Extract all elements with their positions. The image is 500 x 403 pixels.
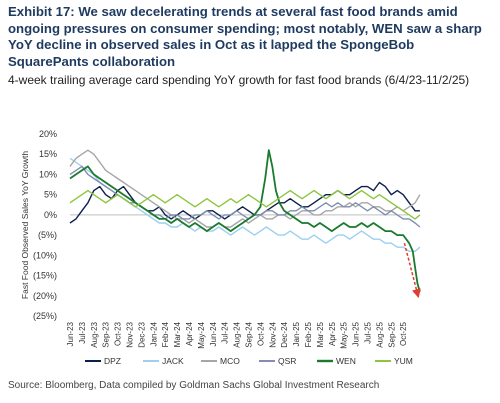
x-tick-label: Jun-25 — [352, 321, 361, 346]
legend-label: WEN — [336, 356, 356, 366]
annotation-arrow-line — [403, 243, 421, 299]
y-tick-label: (15%) — [33, 271, 57, 281]
y-tick-label: 10% — [39, 169, 57, 179]
legend-label: YUM — [394, 356, 413, 366]
x-tick-label: Nov-24 — [268, 321, 277, 347]
legend: DPZ JACK MCO QSR WEN YUM — [85, 356, 413, 366]
y-tick-label: 5% — [44, 190, 57, 200]
series-lines — [69, 149, 421, 292]
x-tick-label: Jun-23 — [66, 321, 75, 346]
x-tick-label: Nov-23 — [126, 321, 135, 347]
x-tick-label: Dec-23 — [137, 321, 146, 347]
legend-label: MCO — [220, 356, 240, 366]
x-tick-label: Sep-25 — [387, 321, 396, 347]
y-tick-label: 15% — [39, 149, 57, 159]
legend-label: DPZ — [104, 356, 121, 366]
x-tick-label: Oct-23 — [114, 321, 123, 346]
y-tick-labels: 20% 15% 10% 5% 0% (5%) (10%) (15%) (20%) (25%) — [33, 129, 57, 321]
x-tick-label: Feb-25 — [304, 321, 313, 347]
y-axis-label: Fast Food Observed Sales YoY Growth — [20, 151, 30, 299]
x-tick-label: Apr-24 — [185, 321, 194, 346]
x-tick-label: Aug-24 — [233, 321, 242, 347]
legend-label: QSR — [278, 356, 296, 366]
x-tick-label: May-25 — [340, 321, 349, 348]
x-tick-label: Oct-24 — [256, 321, 265, 346]
x-tick-label: Mar-24 — [173, 321, 182, 347]
x-tick-label: Apr-25 — [328, 321, 337, 346]
x-tick-label: Jul-23 — [78, 321, 87, 343]
x-tick-label: Jun-24 — [209, 321, 218, 346]
series-line-mco — [69, 149, 421, 228]
x-tick-label: Dec-24 — [280, 321, 289, 347]
x-tick-label: Jan-25 — [292, 321, 301, 346]
x-tick-label: Jul-25 — [364, 321, 373, 343]
y-tick-label: (5%) — [38, 230, 57, 240]
x-tick-label: Mar-25 — [316, 321, 325, 347]
x-tick-label: Jan-24 — [149, 321, 158, 346]
x-tick-label: Jul-24 — [221, 321, 230, 343]
source-note: Source: Bloomberg, Data compiled by Gold… — [8, 380, 380, 391]
legend-label: JACK — [162, 356, 184, 366]
y-tick-label: (10%) — [33, 250, 57, 260]
x-tick-label: Oct-25 — [399, 321, 408, 346]
x-tick-label: Sep-24 — [245, 321, 254, 347]
x-tick-label: Aug-23 — [90, 321, 99, 347]
x-tick-labels: Jun-23 Jul-23 Aug-23 Sep-23 Oct-23 Nov-23 Dec-… — [66, 321, 408, 348]
series-line-yum — [69, 189, 421, 220]
y-tick-label: (20%) — [33, 291, 57, 301]
x-tick-label: Aug-25 — [375, 321, 384, 347]
annotation-arrow — [403, 243, 421, 299]
y-tick-label: 20% — [39, 129, 57, 139]
y-tick-label: 0% — [44, 210, 57, 220]
series-line-jack — [69, 157, 421, 252]
chart-subtitle: 4-week trailing average card spending Yo… — [8, 73, 470, 87]
series-line-dpz — [69, 181, 420, 224]
y-tick-label: (25%) — [33, 311, 57, 321]
x-tick-label: Sep-23 — [102, 321, 111, 347]
x-tick-label: May-24 — [197, 321, 206, 348]
y-axis-label-group: Fast Food Observed Sales YoY Growth — [20, 151, 30, 299]
series-line-wen — [69, 149, 421, 292]
chart-title: Exhibit 17: We saw decelerating trends a… — [8, 4, 482, 69]
x-tick-label: Feb-24 — [161, 321, 170, 347]
line-chart: Fast Food Observed Sales YoY Growth 20% 1… — [20, 129, 421, 366]
